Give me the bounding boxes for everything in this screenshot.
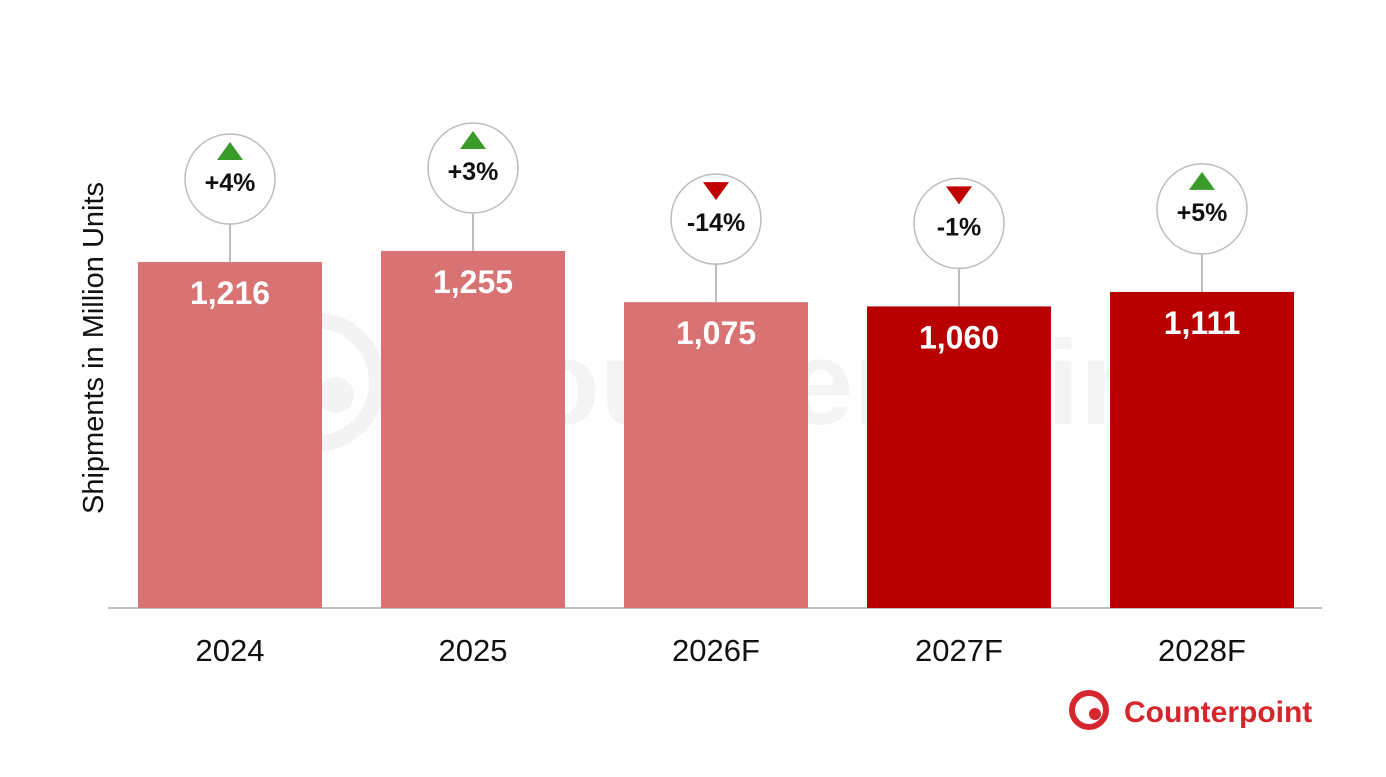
tick-label-2026F: 2026F bbox=[672, 633, 760, 668]
growth-up-arrow-icon-2025 bbox=[460, 130, 486, 149]
value-label-2028F: 1,111 bbox=[1164, 305, 1241, 341]
watermark-text: Counterpoint bbox=[440, 316, 1193, 450]
value-label-2024: 1,216 bbox=[190, 275, 270, 311]
growth-bubble-2024 bbox=[184, 133, 276, 225]
bar-2028F bbox=[1110, 291, 1294, 608]
growth-label-2024: +4% bbox=[205, 169, 256, 197]
growth-down-arrow-icon-2026F bbox=[703, 182, 729, 201]
logo-text: Counterpoint bbox=[1124, 696, 1312, 729]
value-label-2025: 1,255 bbox=[433, 264, 513, 300]
counterpoint-logo: Counterpoint bbox=[1069, 690, 1312, 730]
tick-label-2027F: 2027F bbox=[915, 633, 1003, 668]
growth-bubble-2027F bbox=[913, 177, 1005, 270]
value-label-2026F: 1,075 bbox=[676, 315, 756, 351]
growth-down-arrow-icon-2027F bbox=[946, 186, 972, 205]
growth-label-2025: +3% bbox=[448, 158, 499, 186]
growth-bubble-2025 bbox=[427, 122, 519, 214]
counterpoint-logo-icon bbox=[1069, 690, 1109, 730]
value-label-2027F: 1,060 bbox=[919, 319, 999, 355]
tick-label-2024: 2024 bbox=[196, 633, 265, 668]
growth-label-2026F: -14% bbox=[687, 209, 745, 237]
watermark: Counterpoint bbox=[245, 312, 1193, 452]
growth-up-arrow-icon-2028F bbox=[1189, 171, 1215, 190]
growth-bubble-2026F bbox=[670, 173, 762, 265]
tick-label-2028F: 2028F bbox=[1158, 633, 1246, 668]
y-axis-title: Shipments in Million Units bbox=[78, 182, 110, 514]
chart-marks: +4% 1,216 2024 +3% 1,255 2025 -14% 1,075 2026F -1… bbox=[138, 122, 1294, 668]
bar-2026F bbox=[624, 302, 808, 608]
growth-bubble-2028F bbox=[1156, 163, 1248, 255]
bar-2027F bbox=[867, 306, 1051, 608]
growth-up-arrow-icon-2024 bbox=[217, 142, 243, 161]
tick-label-2025: 2025 bbox=[439, 633, 508, 668]
bar-2025 bbox=[381, 250, 565, 608]
growth-label-2028F: +5% bbox=[1177, 199, 1228, 227]
growth-label-2027F: -1% bbox=[937, 213, 981, 241]
bar-2024 bbox=[138, 262, 322, 608]
